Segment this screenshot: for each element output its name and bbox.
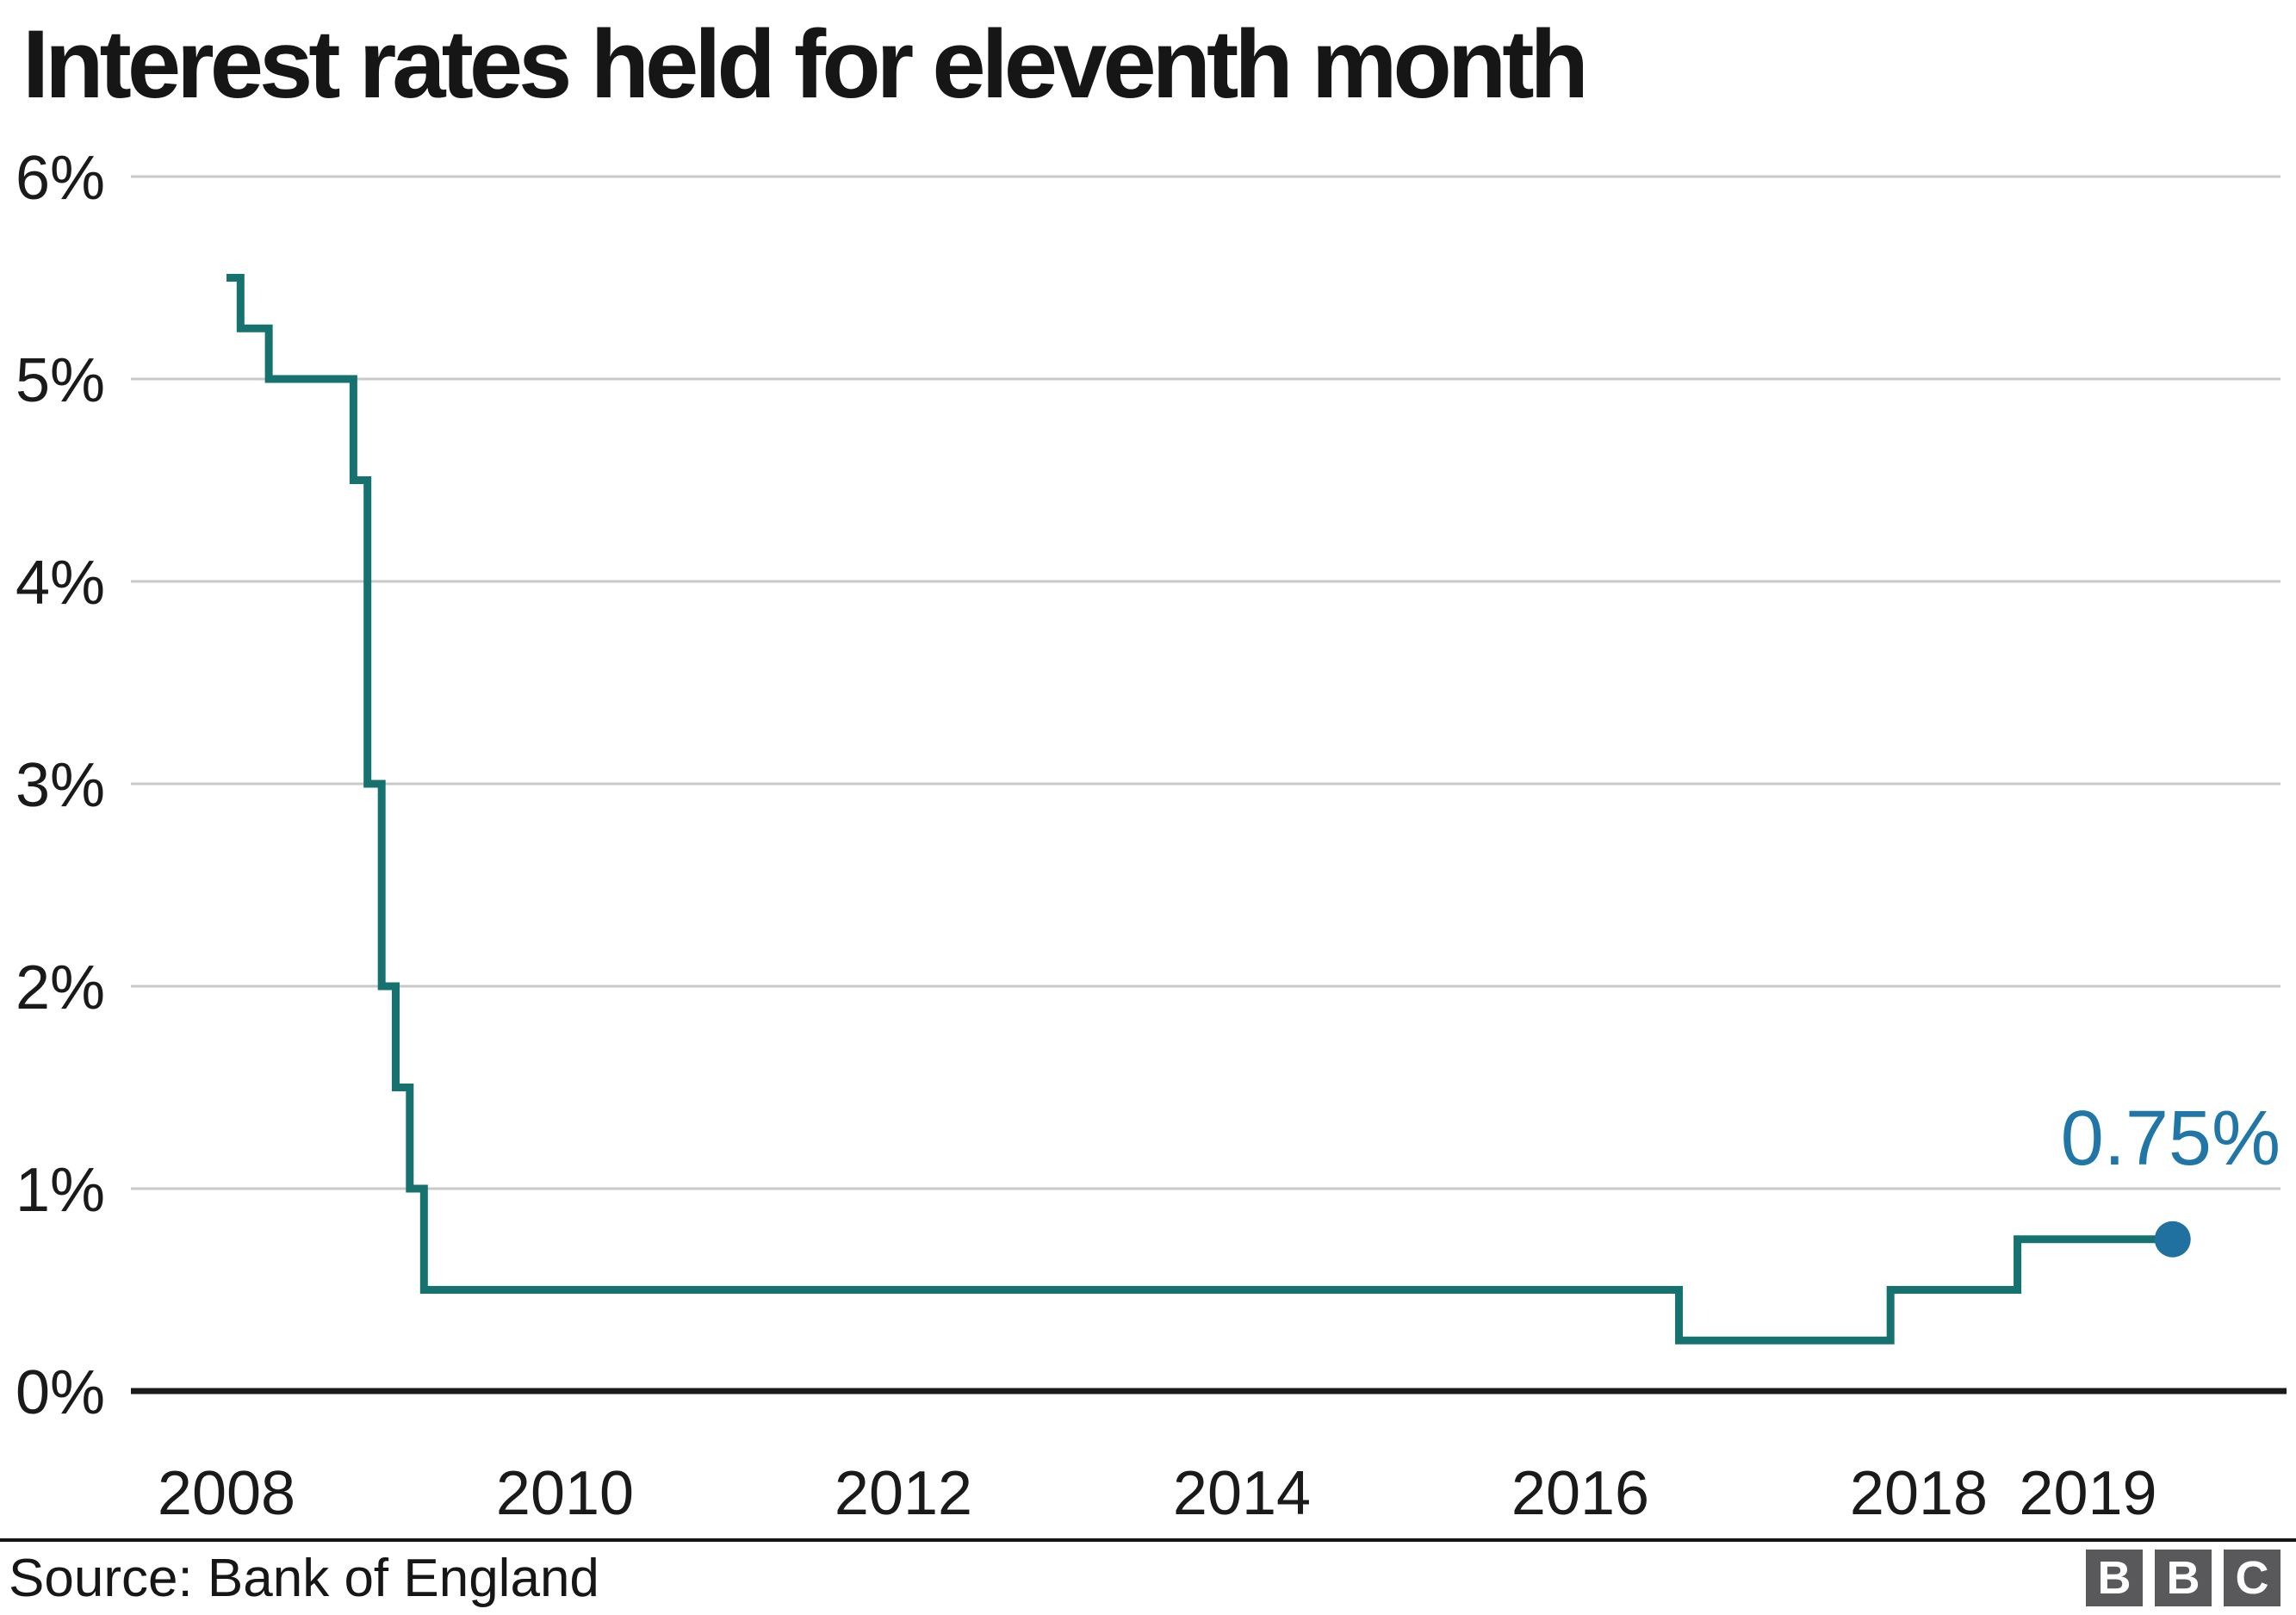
bbc-logo-letter: B [2166, 1552, 2200, 1604]
x-tick-label: 2014 [1173, 1459, 1311, 1528]
x-tick-label: 2012 [835, 1459, 972, 1528]
latest-value-label: 0.75% [2061, 1096, 2280, 1182]
y-tick-label: 2% [16, 953, 105, 1022]
x-tick-label: 2016 [1511, 1459, 1649, 1528]
bbc-logo-square: B [2086, 1550, 2143, 1606]
x-tick-label: 2018 [1850, 1459, 1988, 1528]
rate-step-line [226, 274, 2173, 1345]
latest-value-dot [2154, 1221, 2191, 1258]
y-tick-label: 6% [16, 144, 105, 213]
y-tick-label: 0% [16, 1358, 105, 1427]
bbc-logo-letter: C [2235, 1552, 2269, 1604]
x-tick-label: 2019 [2019, 1459, 2156, 1528]
y-tick-label: 4% [16, 549, 105, 618]
bbc-logo-square: C [2224, 1550, 2280, 1606]
source-caption: Source: Bank of England [9, 1549, 599, 1608]
bbc-logo: B B C [2086, 1550, 2280, 1606]
y-tick-label: 5% [16, 346, 105, 415]
bbc-logo-square: B [2155, 1550, 2212, 1606]
chart-title: Interest rates held for eleventh month [22, 10, 1589, 118]
footer-divider [0, 1538, 2296, 1542]
y-tick-label: 1% [16, 1156, 105, 1225]
y-tick-label: 3% [16, 751, 105, 820]
bbc-logo-letter: B [2097, 1552, 2132, 1604]
x-tick-label: 2010 [496, 1459, 634, 1528]
x-tick-label: 2008 [158, 1459, 295, 1528]
